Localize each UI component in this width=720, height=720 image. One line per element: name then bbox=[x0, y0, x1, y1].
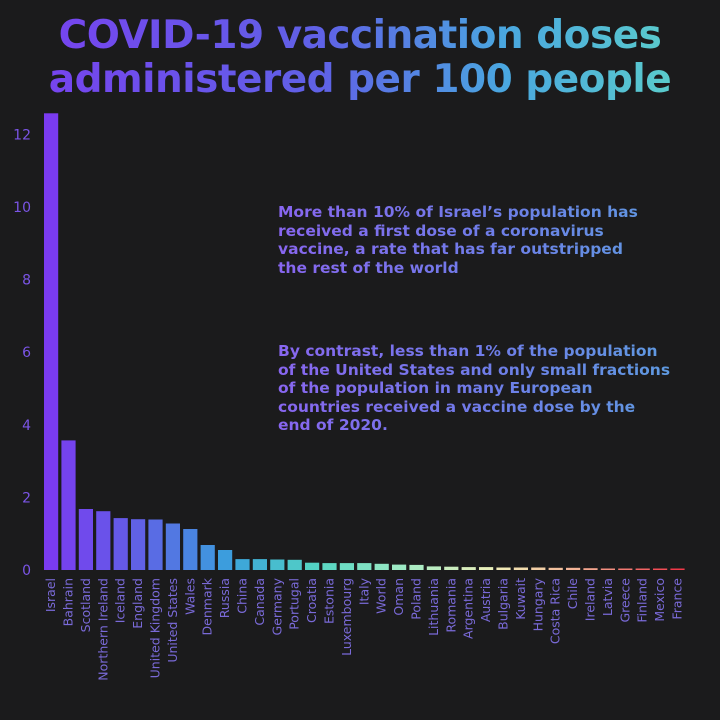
bar-united-kingdom bbox=[148, 519, 163, 570]
bar-latvia bbox=[600, 568, 615, 570]
x-tick-label: Oman bbox=[391, 578, 406, 616]
x-tick-label: World bbox=[374, 578, 389, 614]
bar-ireland bbox=[583, 568, 598, 570]
bar-chile bbox=[566, 567, 581, 570]
annotation-contrast: By contrast, less than 1% of the populat… bbox=[278, 342, 718, 435]
x-tick-label: England bbox=[130, 578, 145, 629]
x-tick-label: Bahrain bbox=[61, 578, 76, 626]
bar-poland bbox=[409, 564, 424, 570]
x-tick-label: Finland bbox=[635, 578, 650, 623]
bar-iceland bbox=[113, 518, 128, 570]
bar-england bbox=[131, 519, 146, 570]
x-tick-label: Croatia bbox=[304, 578, 319, 623]
x-tick-label: Poland bbox=[409, 578, 424, 620]
x-tick-label: Germany bbox=[269, 577, 284, 635]
y-tick-label: 10 bbox=[13, 200, 31, 216]
bar-israel bbox=[44, 113, 59, 571]
annotation-israel: More than 10% of Israel’s population has… bbox=[278, 203, 718, 277]
bar-italy bbox=[357, 563, 372, 570]
x-axis: Israel Bahrain Scotland Northern Ireland Ice… bbox=[43, 577, 684, 680]
bar-luxembourg bbox=[339, 563, 354, 570]
bar-croatia bbox=[305, 562, 320, 570]
x-tick-label: Italy bbox=[356, 577, 371, 605]
x-tick-label: Luxembourg bbox=[339, 578, 354, 656]
bar-scotland bbox=[78, 509, 93, 570]
x-tick-label: Scotland bbox=[78, 578, 93, 632]
x-tick-label: Bulgaria bbox=[496, 578, 511, 630]
bar-china bbox=[235, 559, 250, 570]
bar-oman bbox=[392, 564, 407, 570]
bar-united-states bbox=[165, 523, 180, 570]
bars bbox=[44, 113, 685, 571]
x-tick-label: Romania bbox=[443, 578, 458, 633]
x-tick-label: Portugal bbox=[287, 578, 302, 630]
bar-portugal bbox=[287, 559, 302, 570]
x-tick-label: Kuwait bbox=[513, 578, 528, 620]
x-tick-label: Russia bbox=[217, 578, 232, 618]
x-tick-label: France bbox=[670, 578, 685, 620]
x-tick-label: Canada bbox=[252, 578, 267, 626]
bar-denmark bbox=[200, 545, 215, 570]
x-tick-label: Argentina bbox=[461, 578, 476, 639]
x-tick-label: China bbox=[235, 578, 250, 614]
x-tick-label: Austria bbox=[478, 578, 493, 622]
y-tick-label: 8 bbox=[22, 273, 31, 289]
bar-world bbox=[374, 563, 389, 570]
y-tick-label: 12 bbox=[13, 127, 31, 143]
x-tick-label: Wales bbox=[182, 578, 197, 615]
bar-argentina bbox=[461, 567, 476, 570]
y-tick-label: 0 bbox=[22, 563, 31, 579]
x-tick-label: Mexico bbox=[652, 578, 667, 622]
bar-greece bbox=[618, 568, 633, 570]
y-tick-label: 2 bbox=[22, 490, 31, 506]
x-tick-label: Chile bbox=[565, 578, 580, 610]
y-tick-label: 4 bbox=[22, 418, 31, 434]
x-tick-label: Estonia bbox=[322, 578, 337, 624]
bar-estonia bbox=[322, 563, 337, 570]
y-axis: 0 2 4 6 8 10 12 bbox=[13, 127, 31, 579]
x-tick-label: United States bbox=[165, 578, 180, 663]
bar-austria bbox=[479, 567, 494, 570]
bar-finland bbox=[635, 568, 650, 570]
bar-russia bbox=[218, 550, 233, 570]
x-tick-label: Denmark bbox=[200, 577, 215, 635]
bar-bulgaria bbox=[496, 567, 511, 570]
bar-northern-ireland bbox=[96, 511, 111, 570]
x-tick-label: Hungary bbox=[530, 577, 545, 631]
bar-lithuania bbox=[426, 566, 441, 570]
bar-hungary bbox=[531, 567, 546, 570]
x-tick-label: Israel bbox=[43, 578, 58, 612]
x-tick-label: Northern Ireland bbox=[95, 578, 110, 681]
bar-costa-rica bbox=[548, 567, 563, 570]
x-tick-label: Latvia bbox=[600, 578, 615, 616]
bar-germany bbox=[270, 559, 285, 570]
x-tick-label: Costa Rica bbox=[548, 578, 563, 644]
x-tick-label: Iceland bbox=[113, 578, 128, 623]
x-tick-label: United Kingdom bbox=[148, 578, 163, 678]
bar-kuwait bbox=[513, 567, 528, 570]
x-tick-label: Greece bbox=[617, 578, 632, 623]
bar-romania bbox=[444, 566, 459, 570]
bar-mexico bbox=[653, 568, 668, 570]
x-tick-label: Ireland bbox=[583, 578, 598, 621]
bar-bahrain bbox=[61, 440, 76, 570]
bar-wales bbox=[183, 529, 198, 570]
x-tick-label: Lithuania bbox=[426, 578, 441, 636]
bar-france bbox=[670, 568, 685, 570]
y-tick-label: 6 bbox=[22, 345, 31, 361]
bar-canada bbox=[252, 559, 267, 570]
